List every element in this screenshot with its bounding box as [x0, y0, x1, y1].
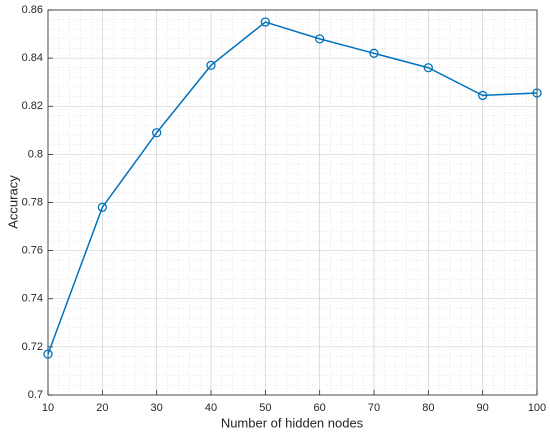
y-tick-label: 0.86	[22, 4, 43, 16]
marker	[423, 63, 433, 73]
y-axis-label: Accuracy	[5, 175, 20, 229]
x-tick-label: 50	[259, 402, 271, 414]
x-tick-label: 60	[314, 402, 326, 414]
y-tick-label: 0.7	[28, 389, 43, 401]
marker	[532, 88, 542, 98]
x-axis-label: Number of hidden nodes	[221, 415, 364, 430]
y-tick-label: 0.82	[22, 100, 43, 112]
marker	[152, 128, 162, 138]
y-tick-label: 0.72	[22, 341, 43, 353]
marker	[260, 17, 270, 27]
marker	[97, 202, 107, 212]
x-tick-label: 30	[151, 402, 163, 414]
line	[47, 21, 538, 355]
marker	[315, 34, 325, 44]
x-tick-label: 20	[96, 402, 108, 414]
axes-box	[47, 9, 538, 396]
marker	[206, 60, 216, 70]
y-tick-label: 0.78	[22, 196, 43, 208]
marker	[369, 48, 379, 58]
x-tick-label: 70	[368, 402, 380, 414]
x-tick-label: 100	[528, 402, 546, 414]
marker	[478, 90, 488, 101]
y-tick-label: 0.76	[22, 245, 43, 257]
x-tick-label: 80	[422, 402, 434, 414]
x-tick-label: 40	[205, 402, 217, 414]
x-tick-label: 90	[477, 402, 489, 414]
y-tick-label: 0.74	[22, 293, 43, 305]
x-tick-label: 10	[42, 402, 54, 414]
marker	[43, 349, 53, 359]
y-tick-label: 0.8	[28, 148, 43, 160]
y-tick-label: 0.84	[22, 52, 43, 64]
